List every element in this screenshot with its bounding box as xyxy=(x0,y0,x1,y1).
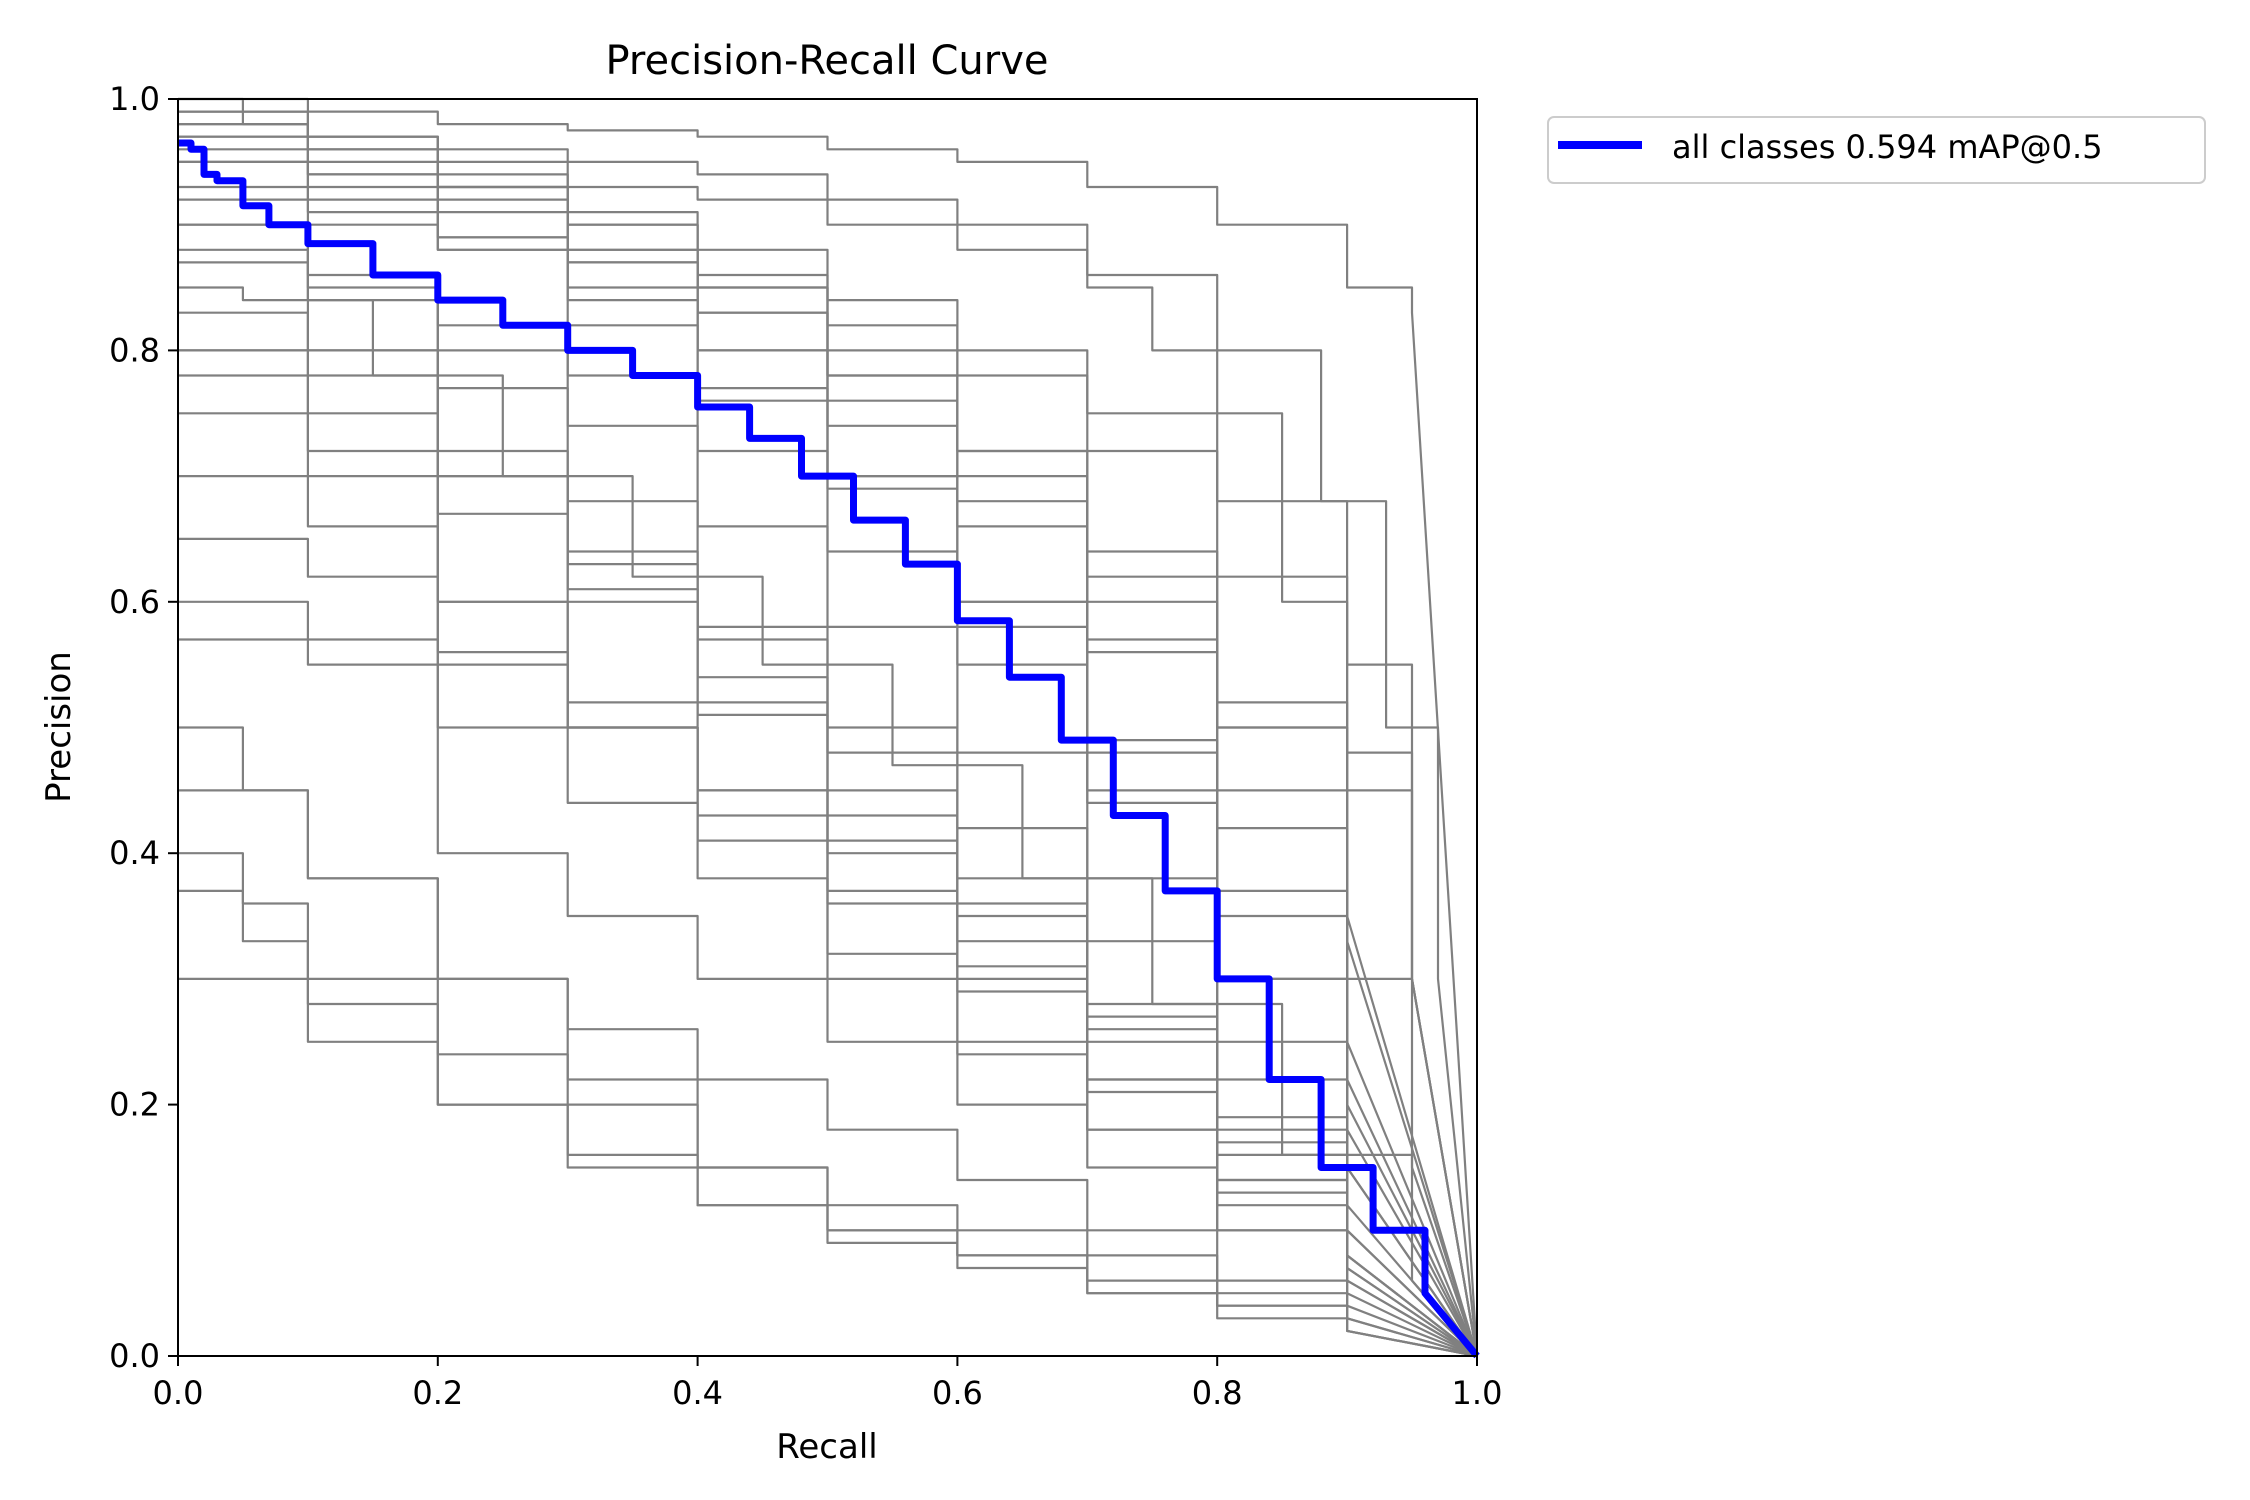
class-pr-line-31 xyxy=(178,311,1478,1357)
plot-frame xyxy=(177,98,1478,1357)
class-pr-line-22 xyxy=(178,349,1478,1357)
class-pr-line-23 xyxy=(178,977,1478,1358)
class-pr-line-3 xyxy=(178,135,1479,1357)
legend-entry: all classes 0.594 mAP@0.5 xyxy=(1672,128,2103,166)
x-tick-label: 0.6 xyxy=(932,1374,983,1412)
mean-pr-line xyxy=(178,139,1480,1359)
y-tick-label: 0.8 xyxy=(109,331,160,369)
y-tick-label: 0.2 xyxy=(109,1086,160,1124)
plot-area xyxy=(177,97,1480,1359)
class-pr-line-21 xyxy=(178,789,1478,1358)
class-pr-line-1 xyxy=(178,97,1479,1357)
x-axis-ticks: 0.0 0.2 0.4 0.6 0.8 1.0 xyxy=(153,1356,1503,1412)
y-axis-label: Precision xyxy=(39,651,79,803)
class-pr-line-32 xyxy=(178,135,1478,1357)
x-tick-label: 1.0 xyxy=(1452,1374,1503,1412)
x-tick-label: 0.8 xyxy=(1192,1374,1243,1412)
x-tick-label: 0.2 xyxy=(412,1374,463,1412)
class-pr-line-29 xyxy=(178,374,1478,1357)
y-tick-label: 0.0 xyxy=(109,1337,160,1375)
y-tick-label: 0.4 xyxy=(109,834,160,872)
x-tick-label: 0.4 xyxy=(672,1374,723,1412)
legend-box xyxy=(1547,116,2206,184)
y-axis-ticks: 0.0 0.2 0.4 0.6 0.8 1.0 xyxy=(109,80,178,1375)
legend: all classes 0.594 mAP@0.5 xyxy=(1547,116,2206,184)
y-tick-label: 1.0 xyxy=(109,80,160,118)
y-tick-label: 0.6 xyxy=(109,583,160,621)
x-axis-label: Recall xyxy=(776,1427,877,1467)
chart-title: Precision-Recall Curve xyxy=(606,38,1049,84)
mean-curve xyxy=(178,139,1480,1359)
x-tick-label: 0.0 xyxy=(153,1374,204,1412)
